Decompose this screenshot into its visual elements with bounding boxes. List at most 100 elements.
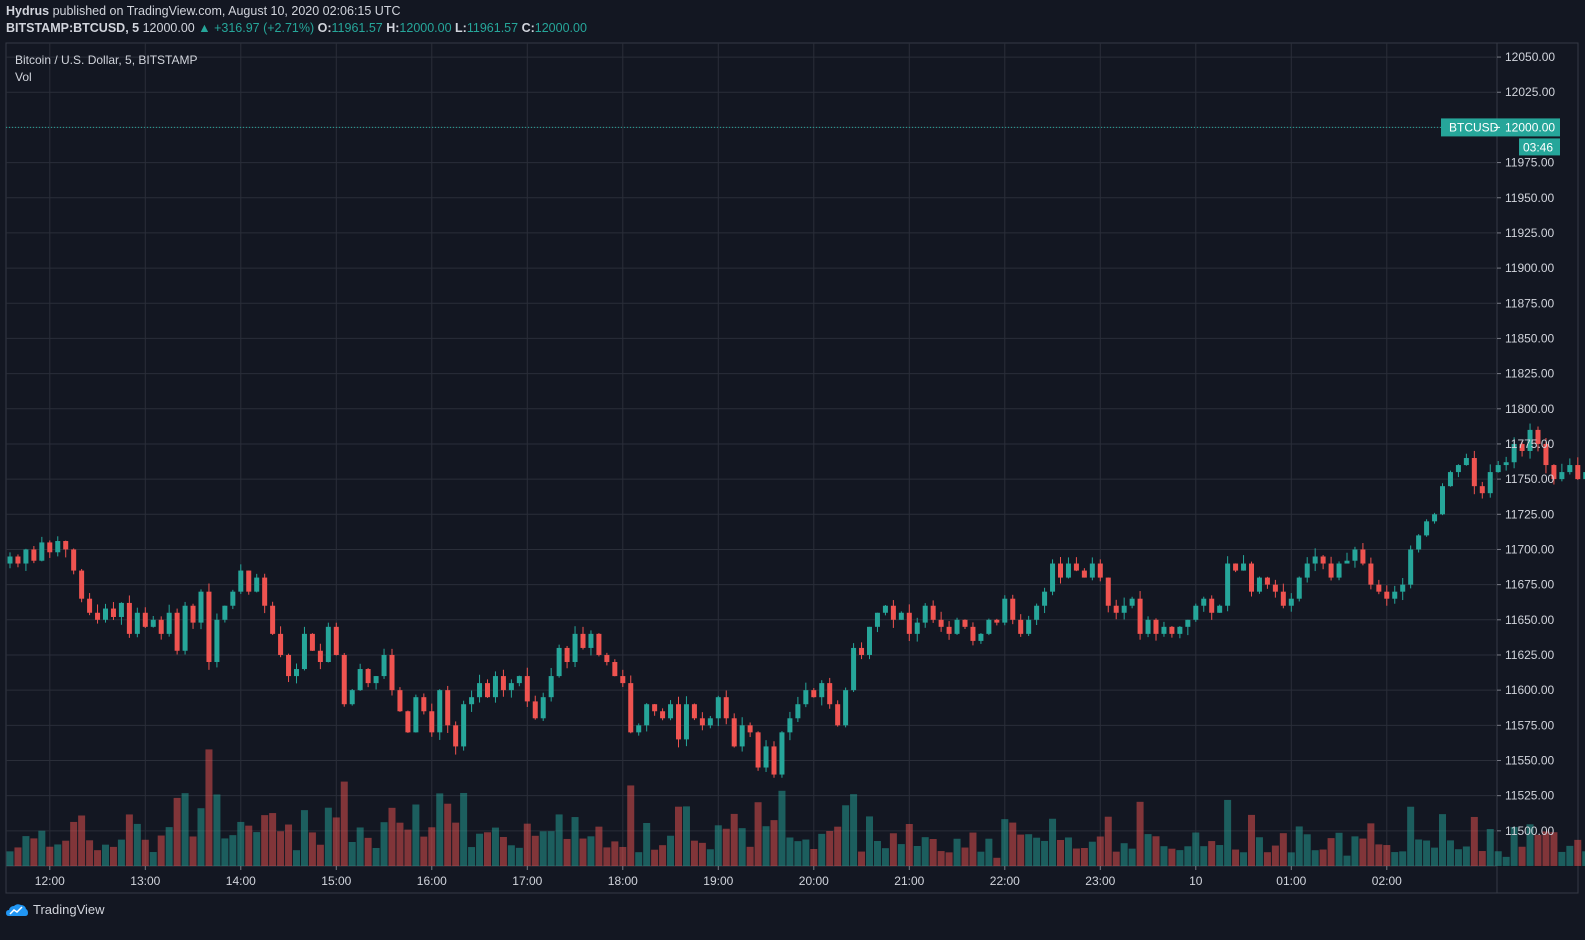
volume-bar	[396, 822, 404, 866]
series-legend: Bitcoin / U.S. Dollar, 5, BITSTAMP	[15, 53, 198, 67]
volume-bar	[213, 794, 221, 866]
volume-bar	[985, 838, 993, 866]
y-tick-label: 11975.00	[1505, 156, 1554, 170]
candle-body	[1153, 619, 1159, 634]
x-tick-label: 21:00	[894, 874, 924, 888]
candle-body	[803, 690, 809, 705]
last-price: 12000.00	[142, 21, 195, 35]
candle-body	[652, 704, 658, 712]
candle-body	[604, 654, 610, 663]
volume-bar	[332, 817, 340, 866]
volume-bar	[1033, 837, 1041, 866]
volume-bar	[285, 824, 293, 866]
volume-bar	[1478, 851, 1486, 866]
candle-body	[87, 598, 93, 613]
volume-bar	[428, 827, 436, 866]
volume-bar	[1287, 852, 1295, 866]
y-tick-label: 11725.00	[1505, 507, 1554, 521]
volume-bar	[133, 823, 141, 866]
candle-body	[134, 612, 140, 634]
candle-body	[1408, 549, 1414, 585]
candle-body	[126, 602, 132, 634]
volume-bar	[1017, 834, 1025, 866]
candle-body	[588, 633, 594, 648]
candle-body	[1384, 591, 1390, 599]
candle-body	[7, 556, 13, 564]
candle-body	[1559, 472, 1565, 480]
volume-bar	[738, 828, 746, 866]
candle-body	[914, 622, 920, 634]
footer-brand[interactable]: TradingView	[6, 902, 105, 917]
price-tag-price: 12000.00	[1505, 120, 1555, 134]
candle-body	[1543, 443, 1549, 466]
volume-bar	[913, 846, 921, 866]
candle-body	[1288, 598, 1294, 606]
candle-body	[381, 654, 387, 677]
volume-bar	[547, 831, 555, 866]
y-tick-label: 11875.00	[1505, 296, 1554, 310]
x-tick-label: 19:00	[703, 874, 733, 888]
candle-body	[723, 697, 729, 719]
y-tick-label: 11700.00	[1505, 542, 1554, 556]
candle-body	[413, 697, 419, 733]
volume-bar	[86, 840, 94, 866]
time-axis[interactable]: 12:00 13:00 14:00 15:00 16:00 17:00 18:00 19:00…	[35, 866, 1402, 888]
candle-body	[548, 676, 554, 698]
volume-bar	[818, 833, 826, 866]
volume-bar	[189, 836, 197, 866]
candle-body	[118, 602, 124, 617]
candle-body	[397, 690, 403, 712]
volume-bar	[1200, 846, 1208, 866]
countdown-box	[1519, 138, 1560, 156]
candle-body	[1256, 577, 1262, 592]
candle-body	[1487, 472, 1493, 494]
candle-body	[1217, 605, 1223, 613]
candle-body	[580, 633, 586, 648]
volume-bar	[1335, 832, 1343, 866]
volume-bar	[778, 790, 786, 866]
volume-bar	[78, 815, 86, 866]
candle-body	[676, 704, 681, 740]
volume-bar	[253, 832, 261, 866]
price-axis[interactable]: 12050.00 12025.00 12000.00 11975.00 11950.00…	[1497, 50, 1555, 838]
candle-body	[1424, 521, 1430, 536]
volume-bar	[953, 838, 961, 866]
volume-bar	[476, 833, 484, 866]
candle-body	[1121, 605, 1127, 613]
x-tick-label: 20:00	[799, 874, 829, 888]
volume-bar	[1152, 836, 1160, 866]
publish-info: published on TradingView.com, August 10,…	[52, 4, 401, 18]
volume-bar	[1383, 845, 1391, 866]
volume-bar	[754, 802, 762, 866]
open-label: O:	[317, 21, 332, 35]
y-tick-label: 12025.00	[1505, 85, 1555, 99]
volume-bar	[484, 832, 491, 866]
candle-body	[1018, 619, 1024, 634]
candle-body	[1169, 626, 1175, 634]
x-tick-label: 01:00	[1276, 874, 1306, 888]
volume-bar	[810, 848, 818, 866]
candle-body	[349, 690, 355, 705]
candle-body	[437, 690, 443, 733]
y-tick-label: 11750.00	[1505, 472, 1554, 486]
candle-body	[333, 626, 339, 655]
candle-body	[1137, 598, 1143, 634]
footer-brand-label: TradingView	[33, 902, 105, 917]
volume-bar	[1375, 844, 1383, 866]
volume-bars	[6, 749, 1585, 866]
candle-body	[922, 605, 928, 623]
volume-bar	[587, 836, 595, 866]
close-label: C:	[521, 21, 535, 35]
volume-bar	[1351, 836, 1359, 866]
volume-bar	[1534, 834, 1542, 866]
candle-body	[1376, 584, 1382, 592]
volume-bar	[571, 817, 579, 866]
candle-body	[1264, 577, 1270, 585]
volume-bar	[929, 839, 937, 866]
volume-bar	[1558, 851, 1566, 866]
candle-body	[1519, 443, 1525, 451]
volume-bar	[1407, 806, 1415, 866]
candle-body	[938, 619, 944, 627]
candle-body	[270, 605, 276, 634]
